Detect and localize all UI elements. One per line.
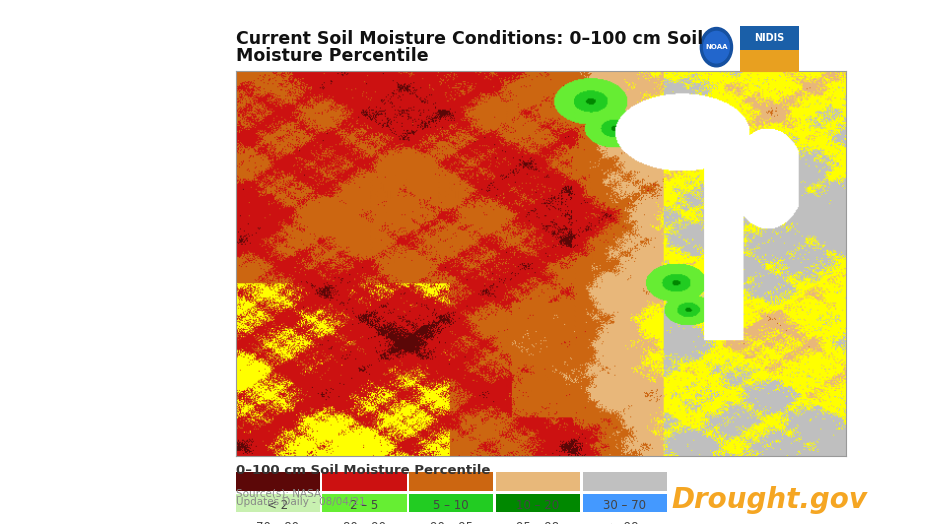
Text: 10 – 20: 10 – 20 bbox=[516, 499, 559, 512]
Text: > 98: > 98 bbox=[610, 521, 638, 524]
Text: 5 – 10: 5 – 10 bbox=[433, 499, 469, 512]
Text: 95 – 98: 95 – 98 bbox=[516, 521, 559, 524]
Text: NOAA: NOAA bbox=[706, 44, 728, 50]
Text: Drought.gov: Drought.gov bbox=[671, 486, 867, 515]
Text: 90 – 95: 90 – 95 bbox=[430, 521, 473, 524]
Text: 2 – 5: 2 – 5 bbox=[350, 499, 378, 512]
Text: NIDIS: NIDIS bbox=[754, 33, 785, 43]
Circle shape bbox=[700, 27, 733, 67]
Text: 70 – 80: 70 – 80 bbox=[256, 521, 299, 524]
Text: < 2: < 2 bbox=[267, 499, 288, 512]
Text: 0–100 cm Soil Moisture Percentile: 0–100 cm Soil Moisture Percentile bbox=[236, 464, 490, 477]
Text: 30 – 70: 30 – 70 bbox=[603, 499, 646, 512]
Text: 80 – 90: 80 – 90 bbox=[343, 521, 386, 524]
Text: Current Soil Moisture Conditions: 0–100 cm Soil: Current Soil Moisture Conditions: 0–100 … bbox=[236, 30, 703, 48]
Circle shape bbox=[704, 31, 729, 63]
Text: Source(s): NASA: Source(s): NASA bbox=[236, 489, 321, 499]
Text: Updates Daily - 08/04/21: Updates Daily - 08/04/21 bbox=[236, 497, 365, 507]
Bar bbox=[740, 50, 799, 72]
Text: Moisture Percentile: Moisture Percentile bbox=[236, 47, 429, 65]
Bar bbox=[740, 26, 799, 50]
